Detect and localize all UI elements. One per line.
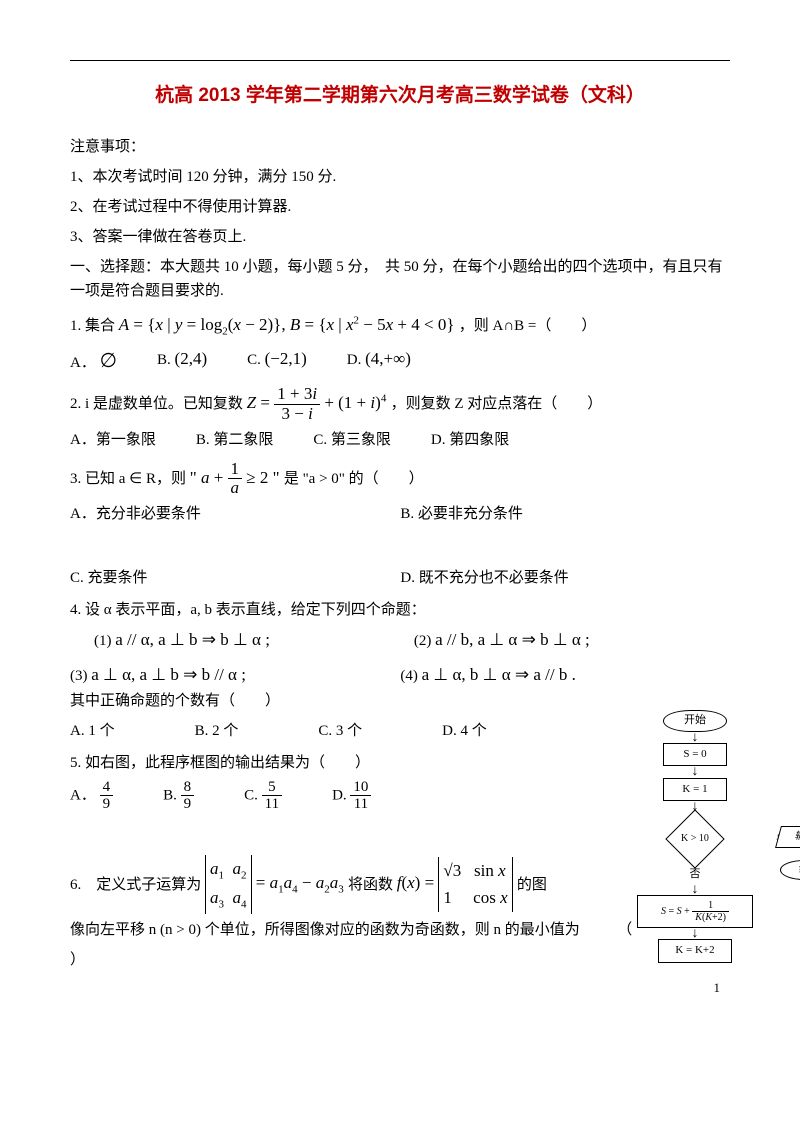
q4-props-row2: (3) a ⊥ α, a ⊥ b ⇒ b // α ; (4) a ⊥ α, b…: [70, 661, 730, 688]
q4-opt-a: A. 1 个: [70, 719, 115, 743]
q1-set-formula: A = {x | y = log2(x − 2)}, B = {x | x2 −…: [119, 315, 459, 334]
flow-out-group: 输出 S ↓ 结束: [778, 826, 800, 879]
q3-prefix: 3. 已知 a ∈ R，则: [70, 471, 190, 487]
flow-kinc: K = K+2: [658, 939, 732, 963]
page-number: 1: [714, 978, 721, 999]
q5-opt-a: A． 49: [70, 779, 113, 813]
q6-prefix: 6. 定义式子运算为: [70, 876, 205, 892]
q3-formula: " a + 1a ≥ 2 ": [190, 468, 284, 487]
q1-opt-a: A． ∅: [70, 345, 117, 377]
question-4: 4. 设 α 表示平面，a, b 表示直线，给定下列四个命题：: [70, 598, 730, 622]
flow-end: 结束: [780, 860, 800, 880]
q6-det-def: a1 a2 a3 a4 = a1a4 − a2a3: [205, 873, 348, 892]
section-1: 一、选择题：本大题共 10 小题，每小题 5 分， 共 50 分，在每个小题给出…: [70, 255, 730, 303]
flow-start: 开始: [663, 710, 727, 732]
q1-options: A． ∅ B. (2,4) C. (−2,1) D. (4,+∞): [70, 345, 730, 377]
q3-options: A．充分非必要条件 B. 必要非充分条件 C. 充要条件 D. 既不充分也不必要…: [70, 502, 730, 590]
q2-opt-c: C. 第三象限: [313, 428, 391, 452]
flowchart: 开始 ↓ S = 0 ↓ K = 1 ↓ K > 10 是→ 输出 S ↓ 结束…: [620, 710, 770, 963]
q6-post: 的图: [517, 876, 547, 892]
q3-opt-a: A．充分非必要条件: [70, 502, 360, 526]
q4-opt-b: B. 2 个: [195, 719, 239, 743]
q5-opt-d: D. 1011: [332, 779, 371, 813]
q2-opt-b: B. 第二象限: [196, 428, 274, 452]
q4-prop-1: (1) a // α, a ⊥ b ⇒ b ⊥ α ;: [94, 626, 374, 653]
q6-f-def: f(x) = √3 sin x 1 cos x: [397, 873, 517, 892]
q2-options: A．第一象限 B. 第二象限 C. 第三象限 D. 第四象限: [70, 428, 730, 452]
page-title: 杭高 2013 学年第二学期第六次月考高三数学试卷（文科）: [70, 81, 730, 111]
q4-prop-3: (3) a ⊥ α, a ⊥ b ⇒ b // α ;: [70, 661, 360, 688]
q5-opt-b: B. 89: [163, 779, 194, 813]
flow-k1: K = 1: [663, 778, 727, 802]
flow-cond: K > 10: [665, 810, 724, 869]
arrow-icon: ↓: [620, 766, 770, 777]
notice-2: 2、在考试过程中不得使用计算器.: [70, 195, 730, 219]
notice-3: 3、答案一律做在答卷页上.: [70, 225, 730, 249]
q3-opt-d: D. 既不充分也不必要条件: [400, 566, 690, 590]
q4-opt-d: D. 4 个: [442, 719, 487, 743]
q3-mid: 是 "a > 0" 的（ ）: [284, 471, 424, 487]
flow-output: 输出 S: [775, 826, 800, 848]
q2-opt-a: A．第一象限: [70, 428, 156, 452]
q2-formula: Z = 1 + 3i3 − i + (1 + i)4: [247, 393, 391, 412]
q1-opt-d: D. (4,+∞): [347, 345, 411, 377]
q4-opt-c: C. 3 个: [318, 719, 362, 743]
flow-step: S = S + 1K(K+2): [637, 895, 753, 928]
q3-opt-b: B. 必要非充分条件: [400, 502, 690, 526]
q6-mid: 将函数: [348, 876, 397, 892]
arrow-icon: ↓: [620, 928, 770, 939]
notice-header: 注意事项：: [70, 135, 730, 159]
q1-suffix: ，则 A∩B =（ ）: [459, 318, 597, 334]
q4-props-row1: (1) a // α, a ⊥ b ⇒ b ⊥ α ; (2) a // b, …: [70, 626, 730, 653]
arrow-icon: ↓: [620, 732, 770, 743]
q3-opt-c: C. 充要条件: [70, 566, 360, 590]
top-rule: [70, 60, 730, 61]
question-1: 1. 集合 A = {x | y = log2(x − 2)}, B = {x …: [70, 311, 730, 341]
q2-suffix: ，则复数 Z 对应点落在（ ）: [391, 396, 603, 412]
q2-opt-d: D. 第四象限: [431, 428, 509, 452]
q1-opt-c: C. (−2,1): [247, 345, 307, 377]
question-3: 3. 已知 a ∈ R，则 " a + 1a ≥ 2 " 是 "a > 0" 的…: [70, 460, 730, 498]
q4-prop-2: (2) a // b, a ⊥ α ⇒ b ⊥ α ;: [414, 626, 694, 653]
q5-opt-c: C. 511: [244, 779, 282, 813]
notice-1: 1、本次考试时间 120 分钟，满分 150 分.: [70, 165, 730, 189]
arrow-icon: ↓: [778, 848, 800, 859]
question-2: 2. i 是虚数单位。已知复数 Z = 1 + 3i3 − i + (1 + i…: [70, 385, 730, 423]
arrow-icon: ↓: [620, 884, 770, 895]
q4-tail: 其中正确命题的个数有（ ）: [70, 689, 730, 713]
q1-opt-b: B. (2,4): [157, 345, 207, 377]
q2-prefix: 2. i 是虚数单位。已知复数: [70, 396, 247, 412]
flow-s0: S = 0: [663, 743, 727, 767]
q4-prop-4: (4) a ⊥ α, b ⊥ α ⇒ a // b .: [400, 661, 690, 688]
q1-prefix: 1. 集合: [70, 318, 119, 334]
